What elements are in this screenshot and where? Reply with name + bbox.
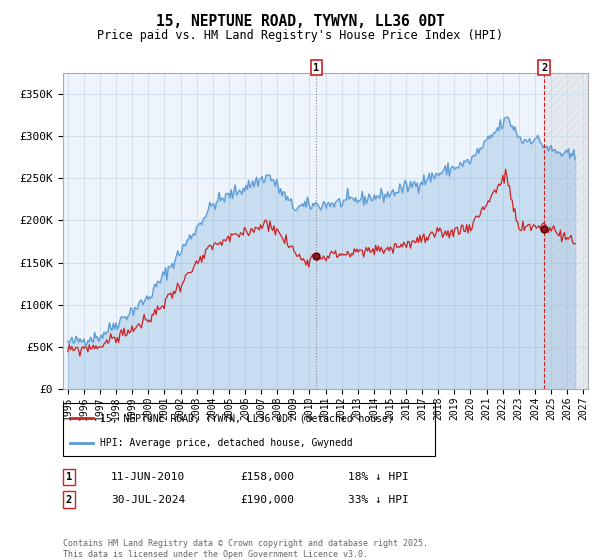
Text: £158,000: £158,000 bbox=[240, 472, 294, 482]
Text: 15, NEPTUNE ROAD, TYWYN, LL36 0DT (detached house): 15, NEPTUNE ROAD, TYWYN, LL36 0DT (detac… bbox=[100, 413, 394, 423]
Text: 2: 2 bbox=[66, 494, 72, 505]
Text: £190,000: £190,000 bbox=[240, 494, 294, 505]
Text: 30-JUL-2024: 30-JUL-2024 bbox=[111, 494, 185, 505]
Text: 33% ↓ HPI: 33% ↓ HPI bbox=[348, 494, 409, 505]
Bar bbox=[544, 73, 588, 389]
Text: 1: 1 bbox=[66, 472, 72, 482]
Text: 2: 2 bbox=[541, 63, 547, 73]
Text: 1: 1 bbox=[313, 63, 320, 73]
Text: Price paid vs. HM Land Registry's House Price Index (HPI): Price paid vs. HM Land Registry's House … bbox=[97, 29, 503, 42]
Text: 11-JUN-2010: 11-JUN-2010 bbox=[111, 472, 185, 482]
Text: 15, NEPTUNE ROAD, TYWYN, LL36 0DT: 15, NEPTUNE ROAD, TYWYN, LL36 0DT bbox=[155, 14, 445, 29]
Text: Contains HM Land Registry data © Crown copyright and database right 2025.
This d: Contains HM Land Registry data © Crown c… bbox=[63, 539, 428, 559]
Text: 18% ↓ HPI: 18% ↓ HPI bbox=[348, 472, 409, 482]
Text: HPI: Average price, detached house, Gwynedd: HPI: Average price, detached house, Gwyn… bbox=[100, 438, 353, 448]
